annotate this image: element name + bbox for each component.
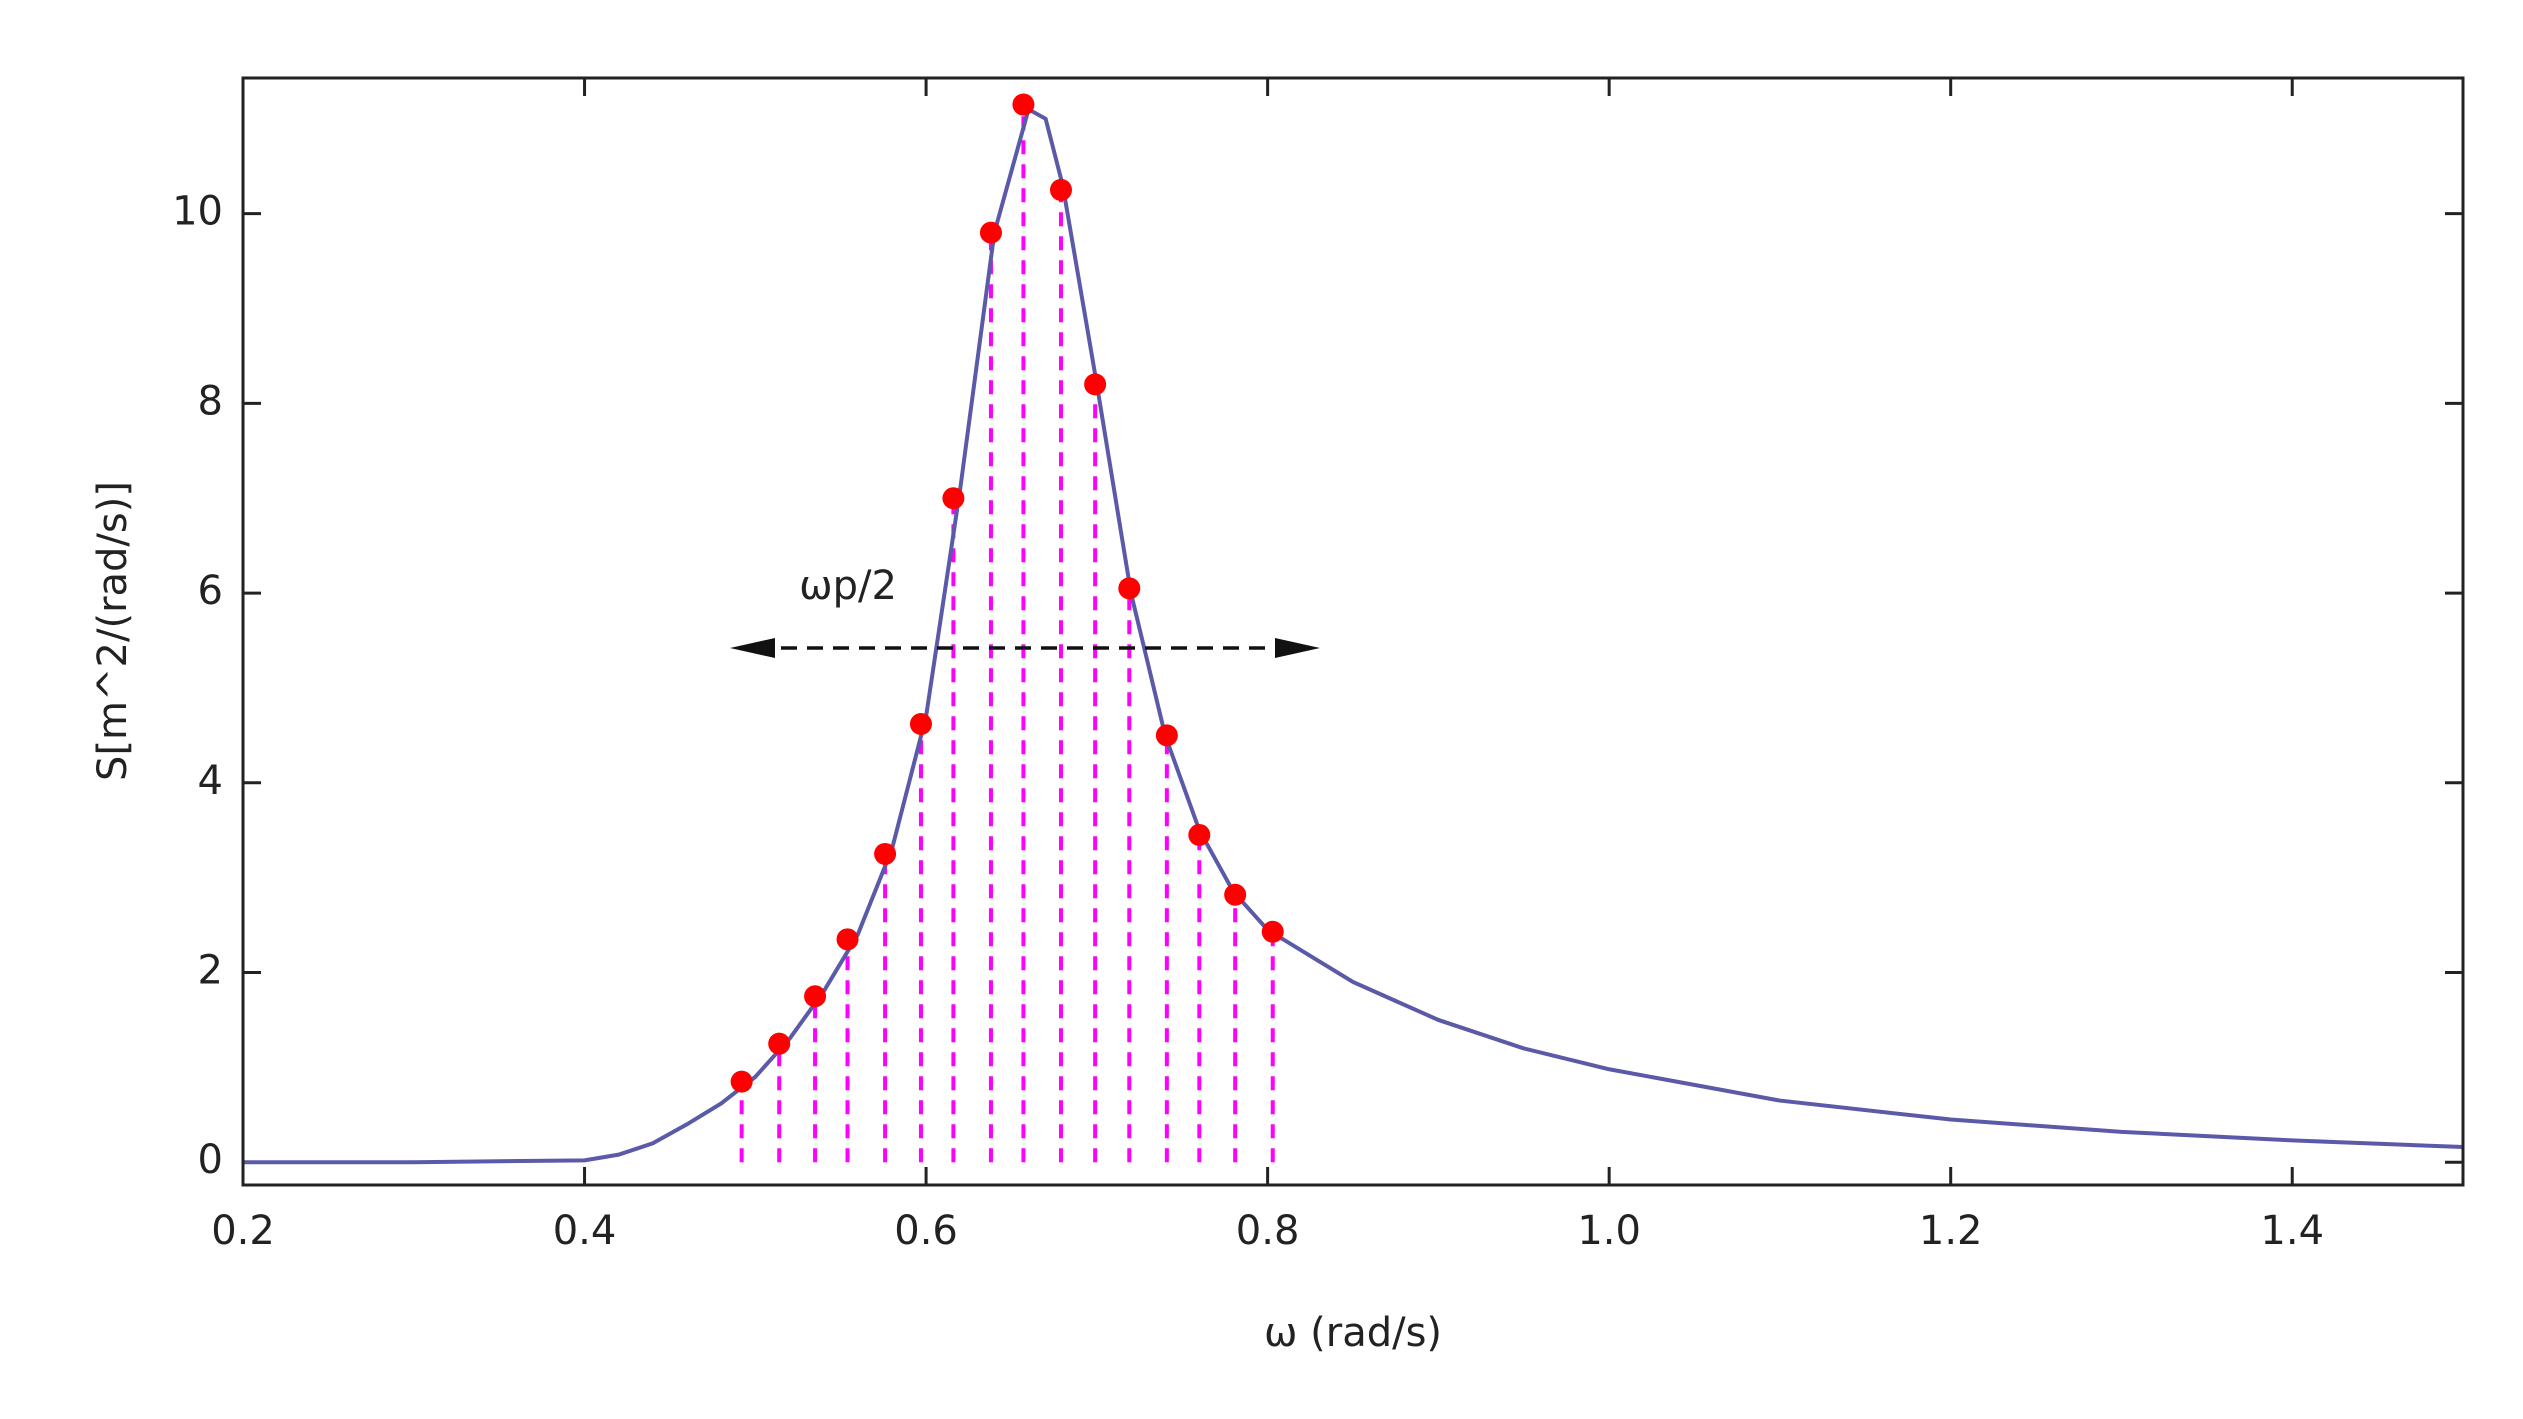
sample-point	[874, 842, 897, 865]
x-axis-label: ω (rad/s)	[1264, 1310, 1442, 1356]
y-tick-label: 6	[198, 568, 223, 614]
y-tick-label: 2	[198, 948, 223, 994]
sample-point	[768, 1032, 791, 1055]
y-tick-label: 8	[198, 378, 223, 424]
sample-point	[1049, 178, 1072, 201]
sample-point	[1188, 823, 1211, 846]
sample-point	[1012, 93, 1035, 116]
x-tick-label: 0.4	[553, 1208, 617, 1254]
sample-point	[1261, 920, 1284, 943]
arrow-head	[1275, 638, 1320, 658]
sample-point	[1224, 883, 1247, 906]
sample-point	[1084, 373, 1107, 396]
sample-point	[730, 1070, 753, 1093]
sample-point	[804, 985, 827, 1008]
plot-frame	[241, 76, 2465, 1187]
x-tick-label: 0.6	[894, 1208, 958, 1254]
y-tick-label: 10	[172, 189, 223, 235]
y-tick-label: 0	[198, 1137, 223, 1183]
sample-point	[1155, 724, 1178, 747]
x-tick-label: 0.2	[211, 1208, 275, 1254]
arrow-head	[730, 638, 775, 658]
y-axis-label: S[m^2/(rad/s)]	[90, 481, 136, 781]
y-tick-label: 4	[198, 758, 223, 804]
sample-point	[836, 928, 859, 951]
spectrum-line	[243, 106, 2464, 1165]
x-tick-label: 1.4	[2260, 1208, 2324, 1254]
x-tick-label: 1.2	[1919, 1208, 1983, 1254]
sample-point	[1118, 577, 1141, 600]
annotation-label: ωp/2	[799, 563, 897, 609]
sample-point	[979, 221, 1002, 244]
x-tick-label: 1.0	[1577, 1208, 1641, 1254]
sample-point	[909, 712, 932, 735]
x-tick-label: 0.8	[1236, 1208, 1300, 1254]
sample-point	[942, 487, 965, 510]
